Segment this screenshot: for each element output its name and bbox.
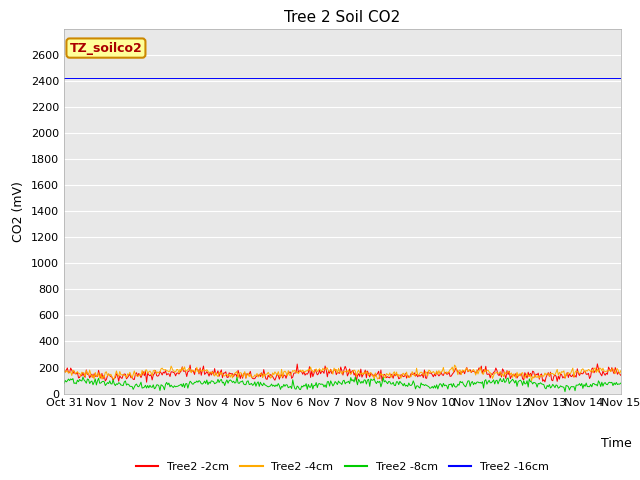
Tree2 -8cm	[518, 379, 525, 384]
Tree2 -16cm	[328, 75, 335, 81]
Tree2 -2cm	[143, 379, 150, 385]
Tree2 -4cm	[606, 367, 614, 373]
Tree2 -4cm	[617, 368, 625, 373]
Title: Tree 2 Soil CO2: Tree 2 Soil CO2	[284, 10, 401, 25]
Tree2 -8cm	[60, 381, 68, 386]
Line: Tree2 -4cm: Tree2 -4cm	[64, 365, 621, 381]
Tree2 -8cm	[617, 380, 625, 386]
Tree2 -16cm	[60, 75, 68, 81]
Line: Tree2 -8cm: Tree2 -8cm	[64, 377, 621, 392]
X-axis label: Time: Time	[601, 437, 632, 450]
Tree2 -16cm	[516, 75, 524, 81]
Tree2 -8cm	[561, 389, 569, 395]
Tree2 -2cm	[593, 361, 601, 367]
Tree2 -8cm	[606, 379, 614, 385]
Tree2 -2cm	[326, 370, 333, 376]
Tree2 -2cm	[60, 368, 68, 373]
Tree2 -2cm	[617, 372, 625, 378]
Tree2 -4cm	[362, 371, 369, 377]
Tree2 -2cm	[518, 371, 525, 377]
Tree2 -2cm	[606, 366, 614, 372]
Line: Tree2 -2cm: Tree2 -2cm	[64, 364, 621, 382]
Tree2 -4cm	[328, 368, 335, 373]
Tree2 -2cm	[329, 369, 337, 374]
Tree2 -8cm	[362, 381, 370, 387]
Tree2 -16cm	[617, 75, 625, 81]
Tree2 -2cm	[393, 372, 401, 377]
Tree2 -4cm	[518, 371, 525, 376]
Tree2 -4cm	[392, 372, 399, 378]
Tree2 -8cm	[79, 374, 87, 380]
Tree2 -4cm	[60, 365, 68, 371]
Tree2 -8cm	[326, 383, 333, 389]
Tree2 -16cm	[324, 75, 332, 81]
Tree2 -16cm	[362, 75, 369, 81]
Tree2 -4cm	[528, 378, 536, 384]
Tree2 -8cm	[393, 379, 401, 384]
Tree2 -16cm	[604, 75, 611, 81]
Legend: Tree2 -2cm, Tree2 -4cm, Tree2 -8cm, Tree2 -16cm: Tree2 -2cm, Tree2 -4cm, Tree2 -8cm, Tree…	[132, 457, 553, 477]
Tree2 -4cm	[324, 368, 332, 374]
Tree2 -8cm	[329, 383, 337, 389]
Tree2 -4cm	[451, 362, 458, 368]
Tree2 -16cm	[392, 75, 399, 81]
Text: TZ_soilco2: TZ_soilco2	[70, 42, 142, 55]
Tree2 -2cm	[362, 375, 370, 381]
Y-axis label: CO2 (mV): CO2 (mV)	[12, 181, 26, 241]
